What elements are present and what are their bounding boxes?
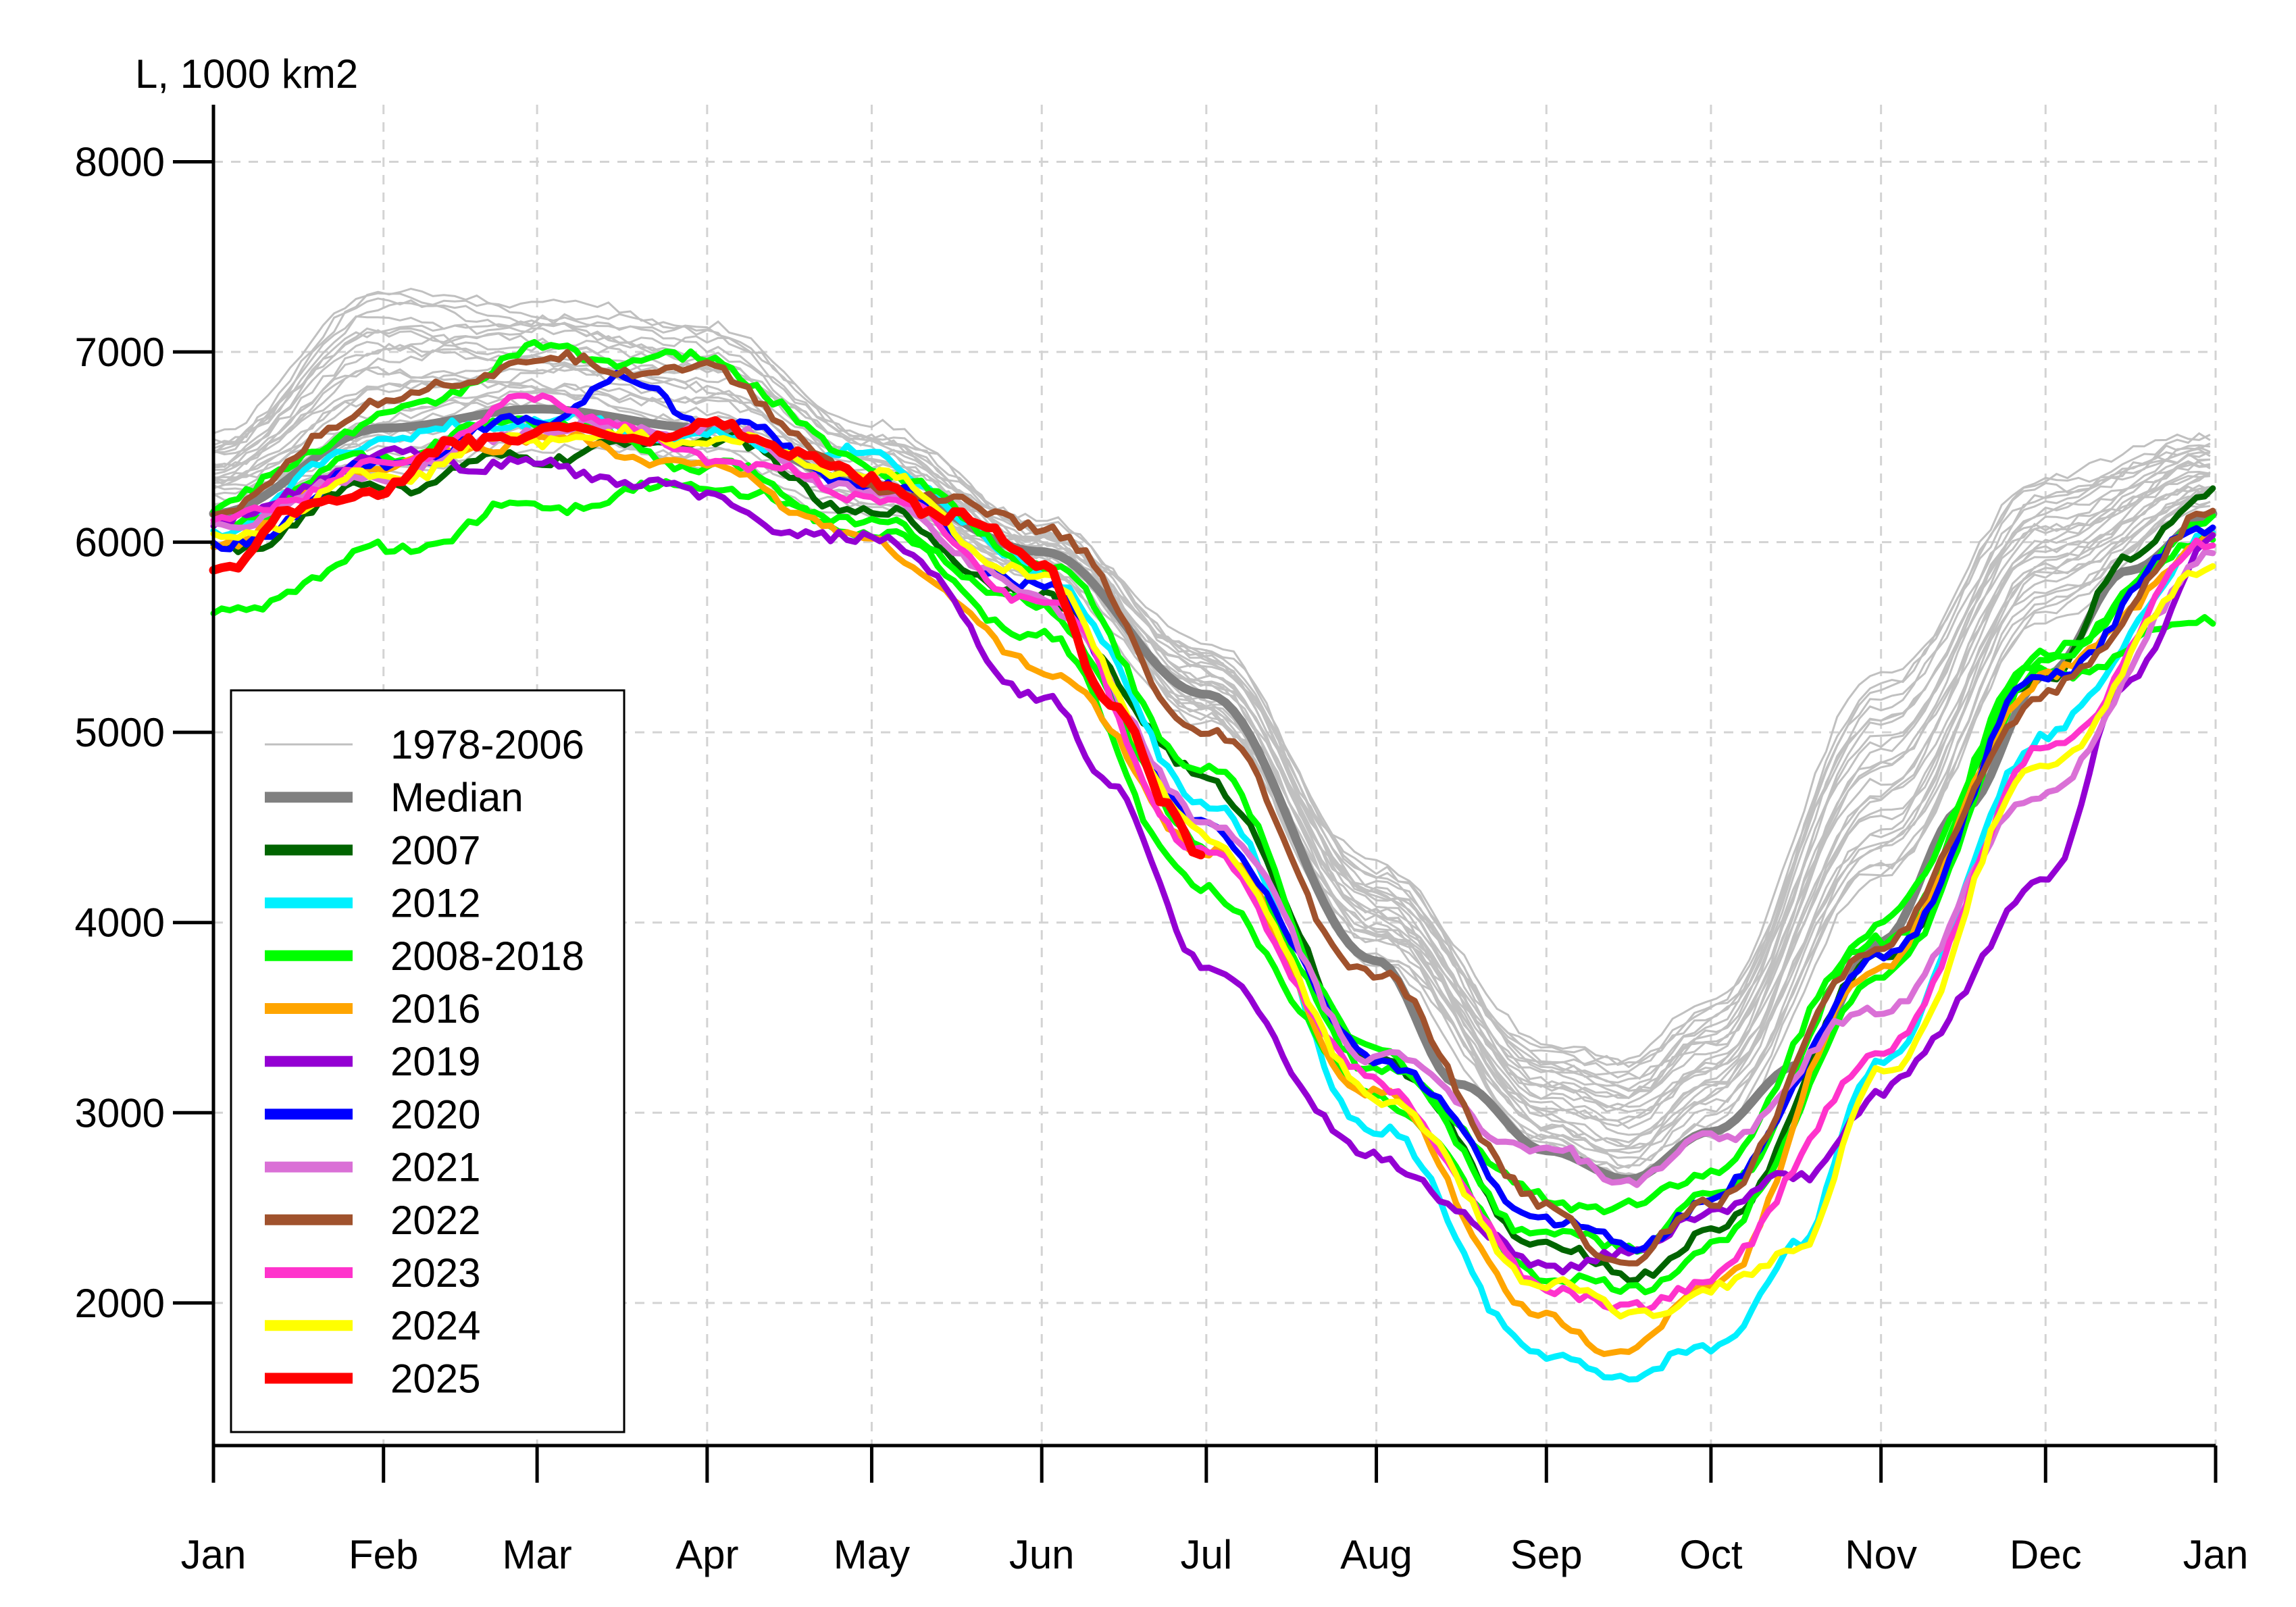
y-tick-label: 8000 [75, 139, 165, 184]
x-tick-label: Jan [181, 1532, 247, 1577]
series-line-2023 [210, 392, 2216, 1314]
legend-label: 2020 [390, 1092, 480, 1137]
x-tick-label: Dec [2010, 1532, 2082, 1577]
x-tick-label: Oct [1679, 1532, 1743, 1577]
legend-label: 2008-2018 [390, 934, 584, 979]
legend-label: 2016 [390, 986, 480, 1031]
x-tick-label: Jan [2183, 1532, 2249, 1577]
series-lines [209, 338, 2218, 1383]
axes: 2000 3000 4000 5000 6000 7000 8000 Jan Feb Mar Apr… [75, 105, 2249, 1577]
legend-label: 1978-2006 [390, 722, 584, 767]
background-year-line [213, 332, 2211, 1099]
y-tick-label: 3000 [75, 1090, 165, 1136]
x-tick-label: Mar [502, 1532, 571, 1577]
legend-label: 2025 [390, 1356, 480, 1401]
legend-label: 2012 [390, 881, 480, 926]
x-tick-label: Sep [1510, 1532, 1583, 1577]
series-line-2022 [210, 349, 2216, 1267]
y-tick-label: 7000 [75, 330, 165, 375]
background-year-line [213, 301, 2210, 1076]
x-tick-label: Jun [1009, 1532, 1075, 1577]
x-tick-label: Nov [1845, 1532, 1917, 1577]
legend-label: 2021 [390, 1145, 480, 1190]
background-year-line [213, 378, 2211, 1127]
y-tick-label: 5000 [75, 710, 165, 755]
series-line-2024 [210, 424, 2216, 1320]
y-tick-label: 2000 [75, 1281, 165, 1326]
series-line-2025 [209, 416, 1206, 860]
x-tick-label: Apr [675, 1532, 738, 1577]
background-year-line [213, 292, 2211, 1069]
y-tick-label: 6000 [75, 520, 165, 565]
legend-label: 2022 [390, 1198, 480, 1243]
legend: 1978-2006 Median 2007 2012 2008-2018 2016 2019… [230, 689, 626, 1433]
legend-label: 2019 [390, 1039, 480, 1084]
series-line-2008-2018 [210, 478, 2216, 1296]
x-tick-label: Feb [349, 1532, 418, 1577]
background-year-line [213, 340, 2211, 1100]
series-line-2019 [210, 445, 2216, 1276]
legend-label: 2024 [390, 1303, 480, 1348]
background-year-line [213, 443, 2211, 1177]
x-tick-label: Jul [1180, 1532, 1232, 1577]
x-tick-label: May [834, 1532, 910, 1577]
x-tick-label: Aug [1340, 1532, 1412, 1577]
legend-label: 2007 [390, 827, 480, 873]
background-year-line [213, 327, 2211, 1084]
series-line-2008-2018 [210, 338, 2216, 1216]
background-year-line [213, 287, 2211, 1066]
y-tick-label: 4000 [75, 900, 165, 946]
legend-label: Median [390, 775, 524, 820]
legend-label: 2023 [390, 1250, 480, 1296]
y-axis-unit-label: L, 1000 km2 [135, 51, 358, 97]
background-year-line [213, 342, 2210, 1099]
